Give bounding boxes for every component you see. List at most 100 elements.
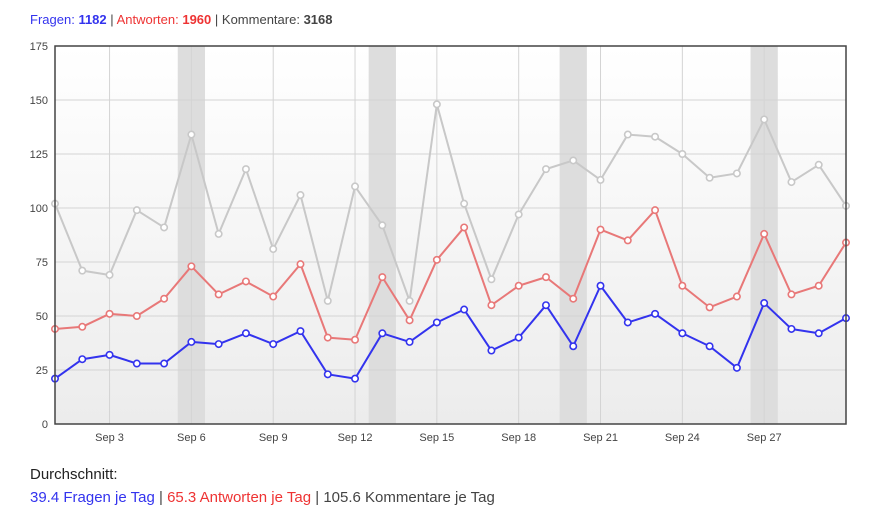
y-tick-label: 175 bbox=[30, 41, 48, 53]
comments-point bbox=[78, 266, 87, 275]
answers-point bbox=[487, 301, 496, 310]
questions-point bbox=[214, 340, 223, 349]
questions-point bbox=[187, 337, 196, 346]
y-tick-label: 0 bbox=[42, 419, 48, 431]
questions-point bbox=[132, 359, 141, 368]
answers-point bbox=[160, 294, 169, 303]
answers-point bbox=[187, 262, 196, 271]
answers-point bbox=[323, 333, 332, 342]
comments-point bbox=[514, 210, 523, 219]
answers-point bbox=[296, 260, 305, 269]
questions-point bbox=[432, 318, 441, 327]
answers-point bbox=[678, 281, 687, 290]
separator: | bbox=[214, 12, 219, 27]
comments-point bbox=[269, 245, 278, 254]
x-tick-label: Sep 15 bbox=[419, 432, 454, 444]
answers-point bbox=[651, 206, 660, 215]
comments-point bbox=[541, 165, 550, 174]
questions-point bbox=[160, 359, 169, 368]
questions-point bbox=[351, 374, 360, 383]
answers-point bbox=[623, 236, 632, 245]
comments-point bbox=[432, 100, 441, 109]
questions-point bbox=[787, 324, 796, 333]
comments-point bbox=[487, 275, 496, 284]
answers-point bbox=[569, 294, 578, 303]
answers-point bbox=[132, 311, 141, 320]
y-tick-label: 75 bbox=[36, 257, 48, 269]
questions-total-label: Fragen: bbox=[30, 12, 75, 27]
answers-point bbox=[460, 223, 469, 232]
comments-point bbox=[651, 132, 660, 141]
questions-point bbox=[732, 363, 741, 372]
answers-series-line bbox=[54, 209, 847, 341]
y-tick-label: 100 bbox=[30, 203, 48, 215]
questions-point bbox=[323, 370, 332, 379]
answers-point bbox=[432, 255, 441, 264]
answers-point bbox=[78, 322, 87, 331]
comments-point bbox=[296, 191, 305, 200]
separator: | bbox=[158, 489, 163, 506]
answers-point bbox=[241, 277, 250, 286]
average-summary: 39.4 Fragen je Tag | 65.3 Antworten je T… bbox=[30, 489, 495, 506]
y-tick-label: 50 bbox=[36, 311, 48, 323]
questions-point bbox=[760, 299, 769, 308]
comments-point bbox=[351, 182, 360, 191]
questions-point bbox=[105, 350, 114, 359]
y-tick-label: 25 bbox=[36, 365, 48, 377]
activity-line-chart: 0 25 50 75 100 125 150 175 Sep 3 Sep 6 Sep 9 Sep 1… bbox=[30, 41, 850, 444]
weekend-band bbox=[368, 46, 396, 424]
separator: | bbox=[110, 12, 114, 27]
questions-point bbox=[651, 309, 660, 318]
questions-point bbox=[514, 333, 523, 342]
x-tick-label: Sep 6 bbox=[177, 432, 206, 444]
x-tick-label: Sep 21 bbox=[583, 432, 618, 444]
answers-point bbox=[351, 335, 360, 344]
comments-point bbox=[569, 156, 578, 165]
comments-total-label: Kommentare: bbox=[221, 12, 300, 27]
questions-point bbox=[623, 318, 632, 327]
answers-point bbox=[405, 316, 414, 325]
comments-point bbox=[705, 173, 714, 182]
comments-point bbox=[160, 223, 169, 232]
y-tick-label: 125 bbox=[30, 149, 48, 161]
answers-point bbox=[814, 281, 823, 290]
comments-point bbox=[187, 130, 196, 139]
questions-point bbox=[269, 340, 278, 349]
plot-background bbox=[55, 46, 846, 424]
questions-point bbox=[705, 342, 714, 351]
separator: | bbox=[315, 489, 320, 506]
questions-point bbox=[487, 346, 496, 355]
comments-point bbox=[678, 150, 687, 159]
average-comments: 105.6 Kommentare je Tag bbox=[323, 489, 495, 506]
comments-point bbox=[732, 169, 741, 178]
x-tick-label: Sep 9 bbox=[259, 432, 288, 444]
x-tick-label: Sep 3 bbox=[95, 432, 124, 444]
comments-series-line bbox=[54, 103, 847, 302]
x-tick-label: Sep 18 bbox=[501, 432, 536, 444]
answers-point bbox=[514, 281, 523, 290]
y-tick-label: 150 bbox=[30, 95, 48, 107]
plot-frame bbox=[54, 45, 847, 425]
average-questions: 39.4 Fragen je Tag bbox=[30, 489, 155, 506]
comments-point bbox=[105, 270, 114, 279]
weekend-band bbox=[559, 46, 587, 424]
x-tick-label: Sep 12 bbox=[338, 432, 373, 444]
questions-total-value: 1182 bbox=[78, 12, 107, 27]
comments-point bbox=[460, 199, 469, 208]
questions-series-line bbox=[54, 284, 847, 380]
comments-point bbox=[323, 296, 332, 305]
questions-point bbox=[296, 327, 305, 336]
comments-point bbox=[241, 165, 250, 174]
questions-point bbox=[678, 329, 687, 338]
comments-total-value: 3168 bbox=[303, 12, 333, 27]
questions-point bbox=[405, 337, 414, 346]
answers-point bbox=[105, 309, 114, 318]
questions-point bbox=[78, 355, 87, 364]
comments-point bbox=[405, 296, 414, 305]
average-answers: 65.3 Antworten je Tag bbox=[167, 489, 312, 506]
comments-point bbox=[623, 130, 632, 139]
comments-point bbox=[814, 160, 823, 169]
answers-total-value: 1960 bbox=[182, 12, 212, 27]
answers-point bbox=[378, 273, 387, 282]
questions-point bbox=[541, 301, 550, 310]
